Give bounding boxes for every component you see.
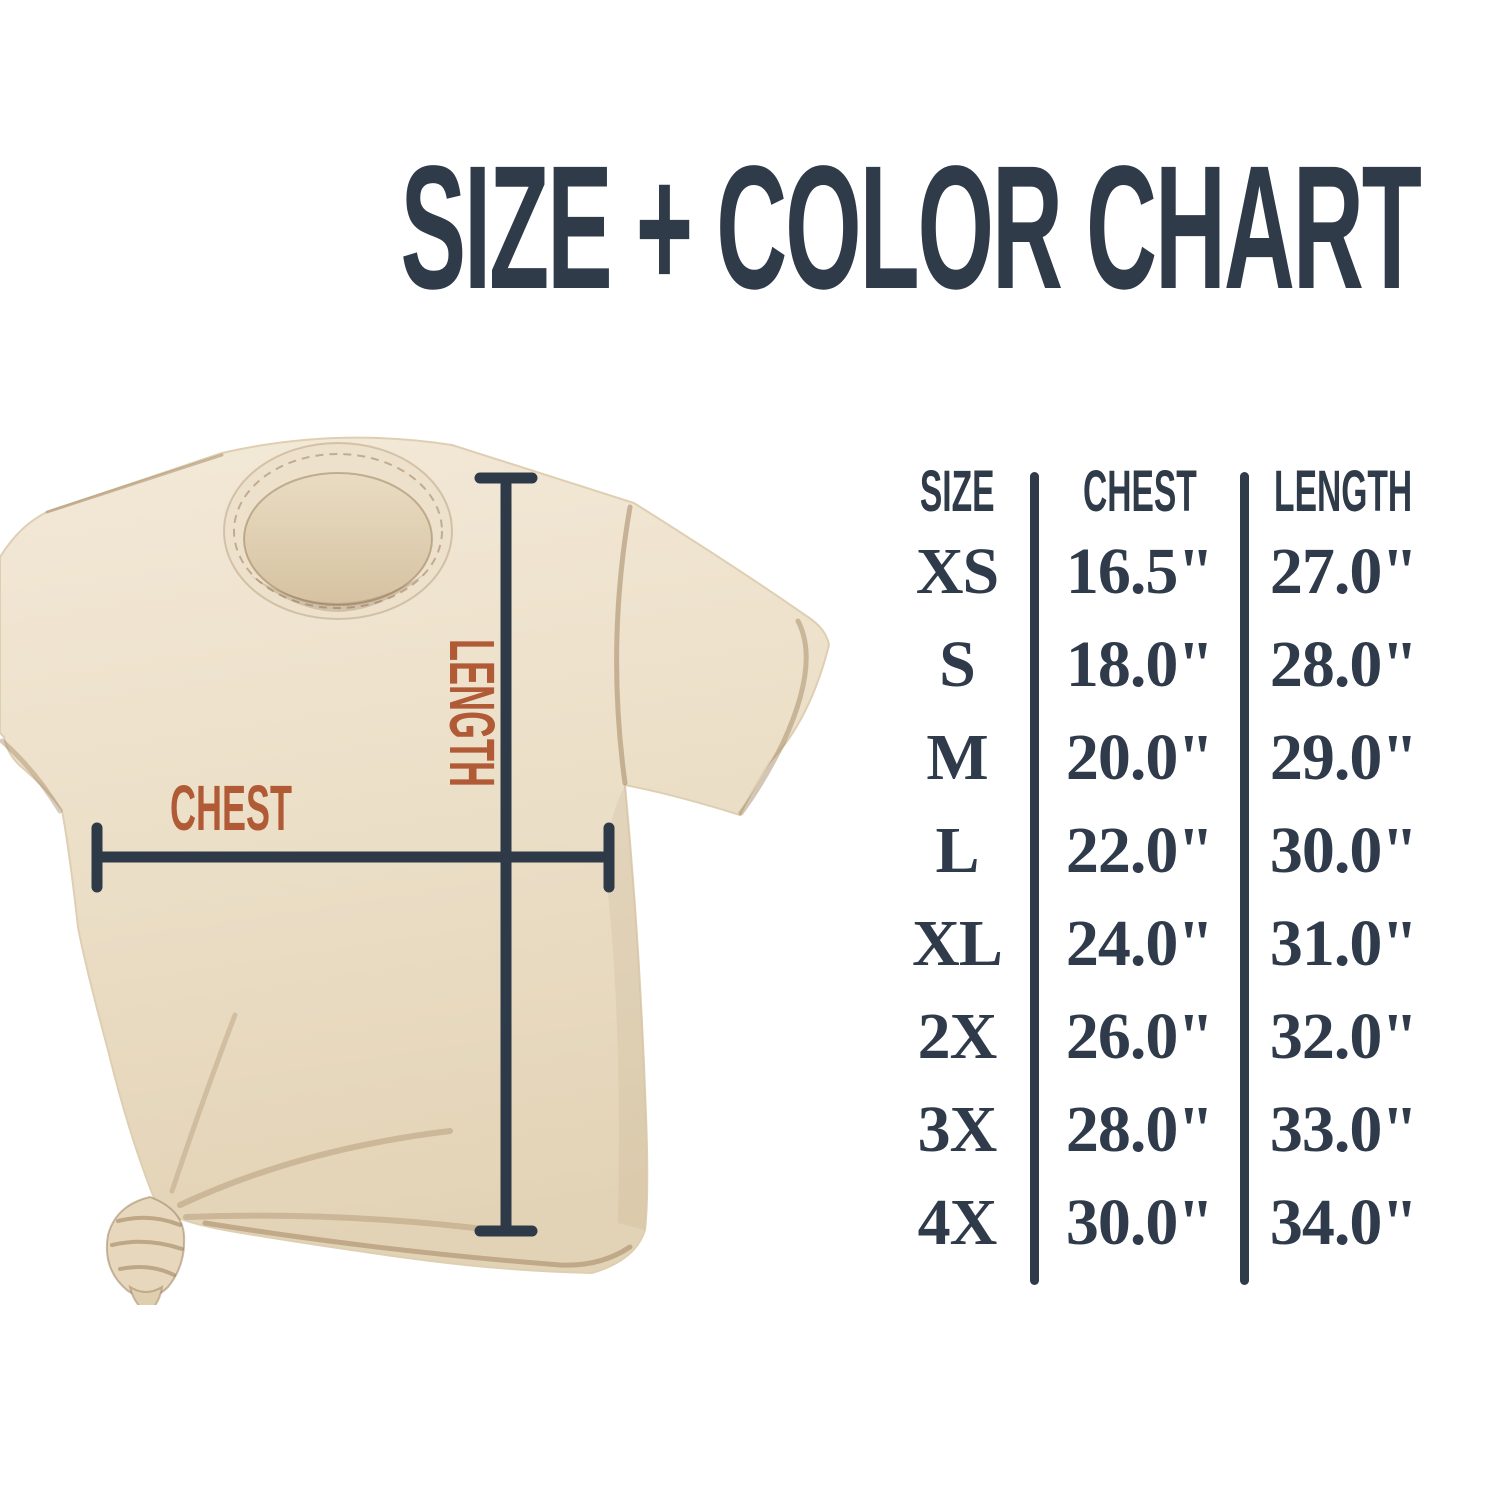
- tshirt-knot: [105, 1195, 186, 1315]
- table-cell-chest: 18.0": [1065, 627, 1214, 701]
- tshirt-side-shadow: [606, 785, 647, 1230]
- table-cell-length: 34.0": [1269, 1185, 1418, 1259]
- chest-line: [91, 822, 615, 893]
- table-cell-length: 30.0": [1269, 813, 1418, 887]
- size-table: SIZE CHEST LENGTH XS 16.5" 27.0" S 18.0"…: [880, 455, 1442, 1295]
- tshirt-collar: [223, 442, 453, 620]
- page-title-container: SIZE + COLOR CHART: [0, 140, 1500, 316]
- table-cell-length: 27.0": [1269, 534, 1418, 608]
- table-header-length: LENGTH: [1274, 456, 1413, 524]
- table-cell-length: 28.0": [1269, 627, 1418, 701]
- table-cell-length: 32.0": [1269, 999, 1418, 1073]
- table-cell-length: 33.0": [1269, 1092, 1418, 1166]
- table-cell-chest: 30.0": [1065, 1185, 1214, 1259]
- table-header-chest: CHEST: [1082, 456, 1197, 524]
- table-cell-size: XL: [912, 906, 1003, 980]
- table-cell-chest: 28.0": [1065, 1092, 1214, 1166]
- table-cell-chest: 22.0": [1065, 813, 1214, 887]
- table-cell-size: L: [935, 813, 979, 887]
- table-cell-chest: 20.0": [1065, 720, 1214, 794]
- table-cell-chest: 24.0": [1065, 906, 1214, 980]
- table-cell-length: 31.0": [1269, 906, 1418, 980]
- chest-label: CHEST: [170, 772, 292, 844]
- table-cell-size: M: [926, 720, 988, 794]
- page-title: SIZE + COLOR CHART: [400, 130, 1421, 326]
- table-header-size: SIZE: [919, 456, 995, 524]
- size-table-grid: SIZE CHEST LENGTH XS 16.5" 27.0" S 18.0"…: [880, 455, 1442, 1269]
- table-cell-chest: 16.5": [1065, 534, 1214, 608]
- table-divider-right: [1240, 472, 1249, 1285]
- table-cell-size: XS: [915, 534, 999, 608]
- tshirt-diagram: CHEST LENGTH: [0, 425, 870, 1315]
- table-cell-chest: 26.0": [1065, 999, 1214, 1073]
- table-cell-size: 3X: [917, 1092, 998, 1166]
- tshirt-graphic: CHEST LENGTH: [0, 436, 831, 1315]
- table-cell-size: 2X: [917, 999, 998, 1073]
- tshirt-creases: [0, 453, 809, 1268]
- table-cell-size: S: [939, 627, 976, 701]
- table-cell-size: 4X: [917, 1185, 998, 1259]
- table-divider-left: [1030, 472, 1039, 1285]
- table-cell-length: 29.0": [1269, 720, 1418, 794]
- length-label: LENGTH: [436, 639, 508, 787]
